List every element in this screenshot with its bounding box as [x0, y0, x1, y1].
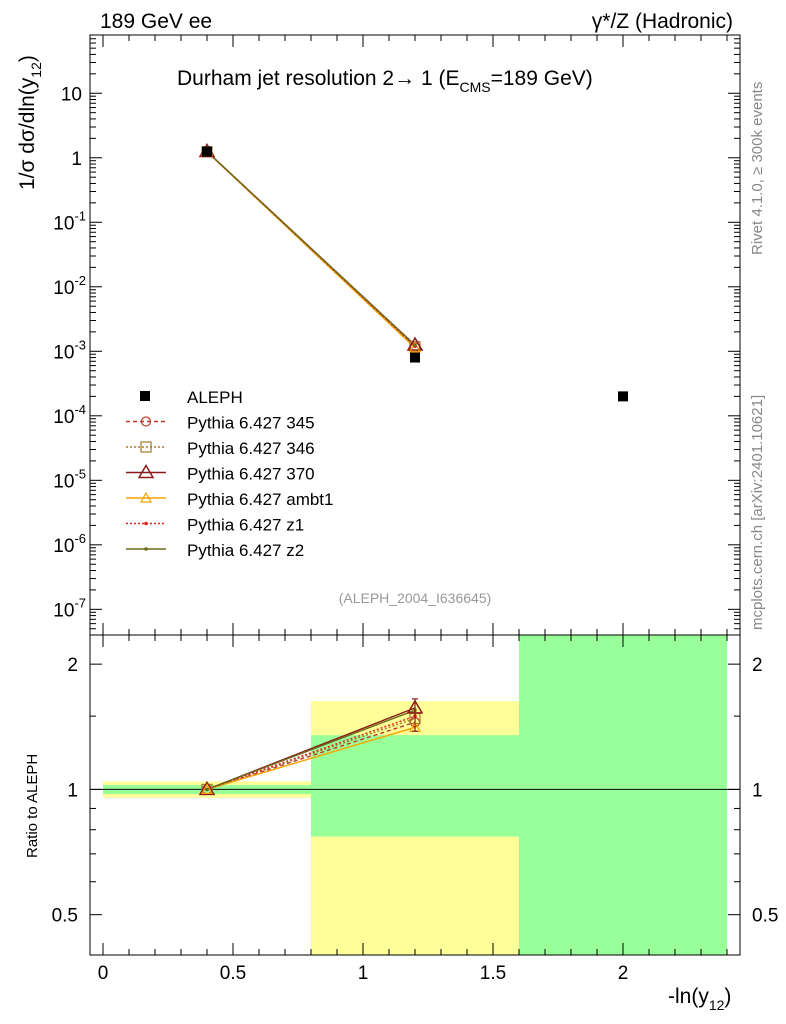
main-series-lines: [206, 151, 416, 349]
ratio-ytick-label-left-1: 1: [67, 780, 78, 801]
ratio-xtick-label-0: 0: [98, 963, 109, 984]
main-watermark: (ALEPH_2004_I636645): [339, 590, 492, 606]
legend-label-3: Pythia 6.427 ambt1: [187, 490, 333, 509]
legend-label-4: Pythia 6.427 z1: [187, 516, 304, 535]
ratio-uncertainty-bands: [103, 635, 727, 955]
ratio-ytick-label-left-0: 0.5: [52, 906, 78, 927]
legend-marker-4: [144, 521, 148, 526]
main-ytick-label-1: 10-6: [53, 531, 86, 557]
legend-marker-aleph: [140, 391, 150, 401]
ratio-series-markers: [198, 698, 424, 796]
main-title-text: Durham jet resolution 2→ 1 (E: [177, 67, 459, 90]
ratio-ytick-label-right-2: 2: [752, 655, 763, 676]
main-axis-ticks: 10-7 10-6 10-5 10-4 10-3 10-2 10-1 1 10: [53, 34, 740, 636]
ratio-series-line-3: [206, 726, 416, 791]
aleph-data-point-0: [202, 146, 212, 157]
main-ylabel-text: 1/σ dσ/dln(y: [16, 77, 39, 190]
main-series-line-5: [206, 151, 416, 346]
ratio-series-marker-2-0: [198, 780, 216, 796]
rivet-label: Rivet 4.1.0, ≥ 300k events: [749, 82, 766, 255]
legend: ALEPH Pythia 6.427 345 Pythia 6.427 346 Pyt…: [126, 388, 333, 560]
ratio-panel: 0 0.5 1 1.5 20.5 0.51 12 2 Ratio to ALEPH -ln(y…: [24, 634, 778, 1013]
aleph-data-point-1: [410, 352, 420, 363]
ratio-xtick-label-4: 2: [618, 963, 629, 984]
ratio-xtick-label-1: 0.5: [220, 963, 246, 984]
main-title-sub: CMS: [459, 79, 490, 95]
ratio-ylabel: Ratio to ALEPH: [24, 754, 41, 858]
ratio-frame: [89, 634, 741, 956]
ratio-xlabel-text: -ln(y: [668, 985, 709, 1008]
ratio-xlabel-sub: 12: [709, 997, 725, 1013]
main-series-marker-5-1: [413, 343, 417, 348]
ratio-band-green-2: [519, 635, 727, 955]
ratio-xlabel: -ln(y12): [668, 985, 731, 1013]
legend-marker-5: [144, 547, 148, 551]
main-ytick-label-2: 10-5: [53, 466, 86, 492]
legend-marker-2: [137, 464, 155, 479]
legend-label-aleph: ALEPH: [187, 388, 243, 407]
ratio-xtick-label-2: 1: [358, 963, 369, 984]
main-title: Durham jet resolution 2→ 1 (ECMS=189 GeV…: [177, 67, 593, 95]
legend-marker-3: [139, 491, 153, 503]
mcplots-label: mcplots.cern.ch [arXiv:2401.10621]: [749, 395, 766, 630]
ratio-series-marker-3-0: [200, 783, 214, 795]
ratio-ytick-label-right-1: 1: [752, 780, 763, 801]
ratio-ytick-label-left-2: 2: [67, 655, 78, 676]
legend-label-2: Pythia 6.427 370: [187, 465, 315, 484]
ratio-xlabel-tail: ): [724, 985, 731, 1008]
main-series-markers: [198, 143, 628, 402]
main-ytick-label-6: 10-1: [53, 208, 86, 234]
main-ytick-label-3: 10-4: [53, 402, 86, 428]
legend-label-5: Pythia 6.427 z2: [187, 541, 304, 560]
main-ylabel-tail: ): [16, 55, 39, 62]
main-title-tail: =189 GeV): [491, 67, 593, 90]
main-series-marker-2-1: [406, 336, 424, 351]
ratio-xtick-label-3: 1.5: [480, 963, 506, 984]
ratio-ytick-label-right-0: 0.5: [752, 906, 778, 927]
main-ytick-label-8: 10: [61, 84, 82, 105]
ratio-series-line-4: [206, 715, 416, 791]
legend-marker-0: [140, 416, 152, 427]
ratio-axis-ticks: 0 0.5 1 1.5 2 0.5 0.5 1 1 2 2: [52, 635, 778, 984]
legend-label-1: Pythia 6.427 346: [187, 439, 315, 458]
main-ytick-label-4: 10-3: [53, 337, 86, 363]
ratio-series-marker-5-0: [205, 787, 209, 792]
ratio-series-lines: [206, 707, 416, 791]
header-right-label: γ*/Z (Hadronic): [592, 10, 733, 33]
ratio-series-line-5: [206, 709, 416, 791]
header-left-label: 189 GeV ee: [100, 10, 212, 33]
aleph-data-point-2: [618, 391, 628, 402]
legend-label-0: Pythia 6.427 345: [187, 414, 315, 433]
main-ylabel-sub: 12: [28, 62, 44, 78]
main-ytick-label-7: 1: [71, 149, 82, 170]
ratio-band-green-1: [311, 735, 519, 837]
main-panel: 10-7 10-6 10-5 10-4 10-3 10-2 10-1 1 10 Durham j…: [16, 34, 741, 636]
legend-marker-1: [140, 441, 152, 453]
main-series-marker-3-1: [408, 341, 422, 353]
main-ytick-label-0: 10-7: [53, 595, 86, 621]
main-ylabel: 1/σ dσ/dln(y12): [16, 55, 44, 190]
main-ytick-label-5: 10-2: [53, 273, 86, 299]
